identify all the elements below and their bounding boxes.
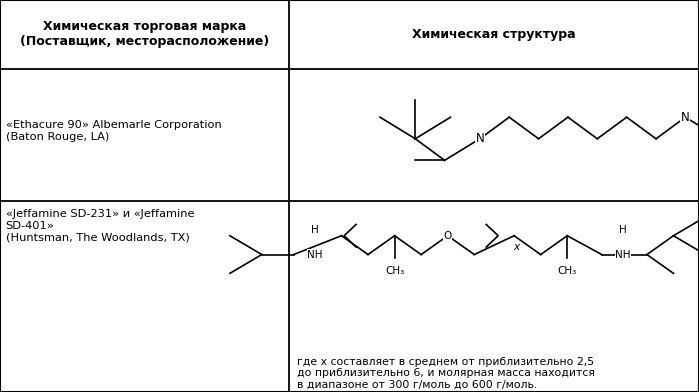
Text: x: x (514, 242, 520, 252)
Text: H: H (311, 225, 319, 235)
Text: CH₃: CH₃ (558, 267, 577, 276)
Text: где x составляет в среднем от приблизительно 2,5
до приблизительно 6, и молярная: где x составляет в среднем от приблизите… (297, 357, 595, 390)
Text: Химическая торговая марка
(Поставщик, месторасположение): Химическая торговая марка (Поставщик, ме… (20, 20, 269, 48)
Text: Химическая структура: Химическая структура (412, 28, 576, 41)
Text: CH₃: CH₃ (385, 267, 404, 276)
Text: H: H (619, 225, 627, 235)
Text: «Ethacure 90» Albemarle Corporation
(Baton Rouge, LA): «Ethacure 90» Albemarle Corporation (Bat… (6, 120, 222, 142)
Text: NH: NH (615, 250, 630, 260)
Text: NH: NH (307, 250, 323, 260)
Text: N: N (681, 111, 690, 124)
Text: O: O (444, 231, 452, 241)
Text: «Jeffamine SD-231» и «Jeffamine
SD-401»
(Huntsman, The Woodlands, TX): «Jeffamine SD-231» и «Jeffamine SD-401» … (6, 209, 194, 242)
Text: N: N (475, 132, 484, 145)
